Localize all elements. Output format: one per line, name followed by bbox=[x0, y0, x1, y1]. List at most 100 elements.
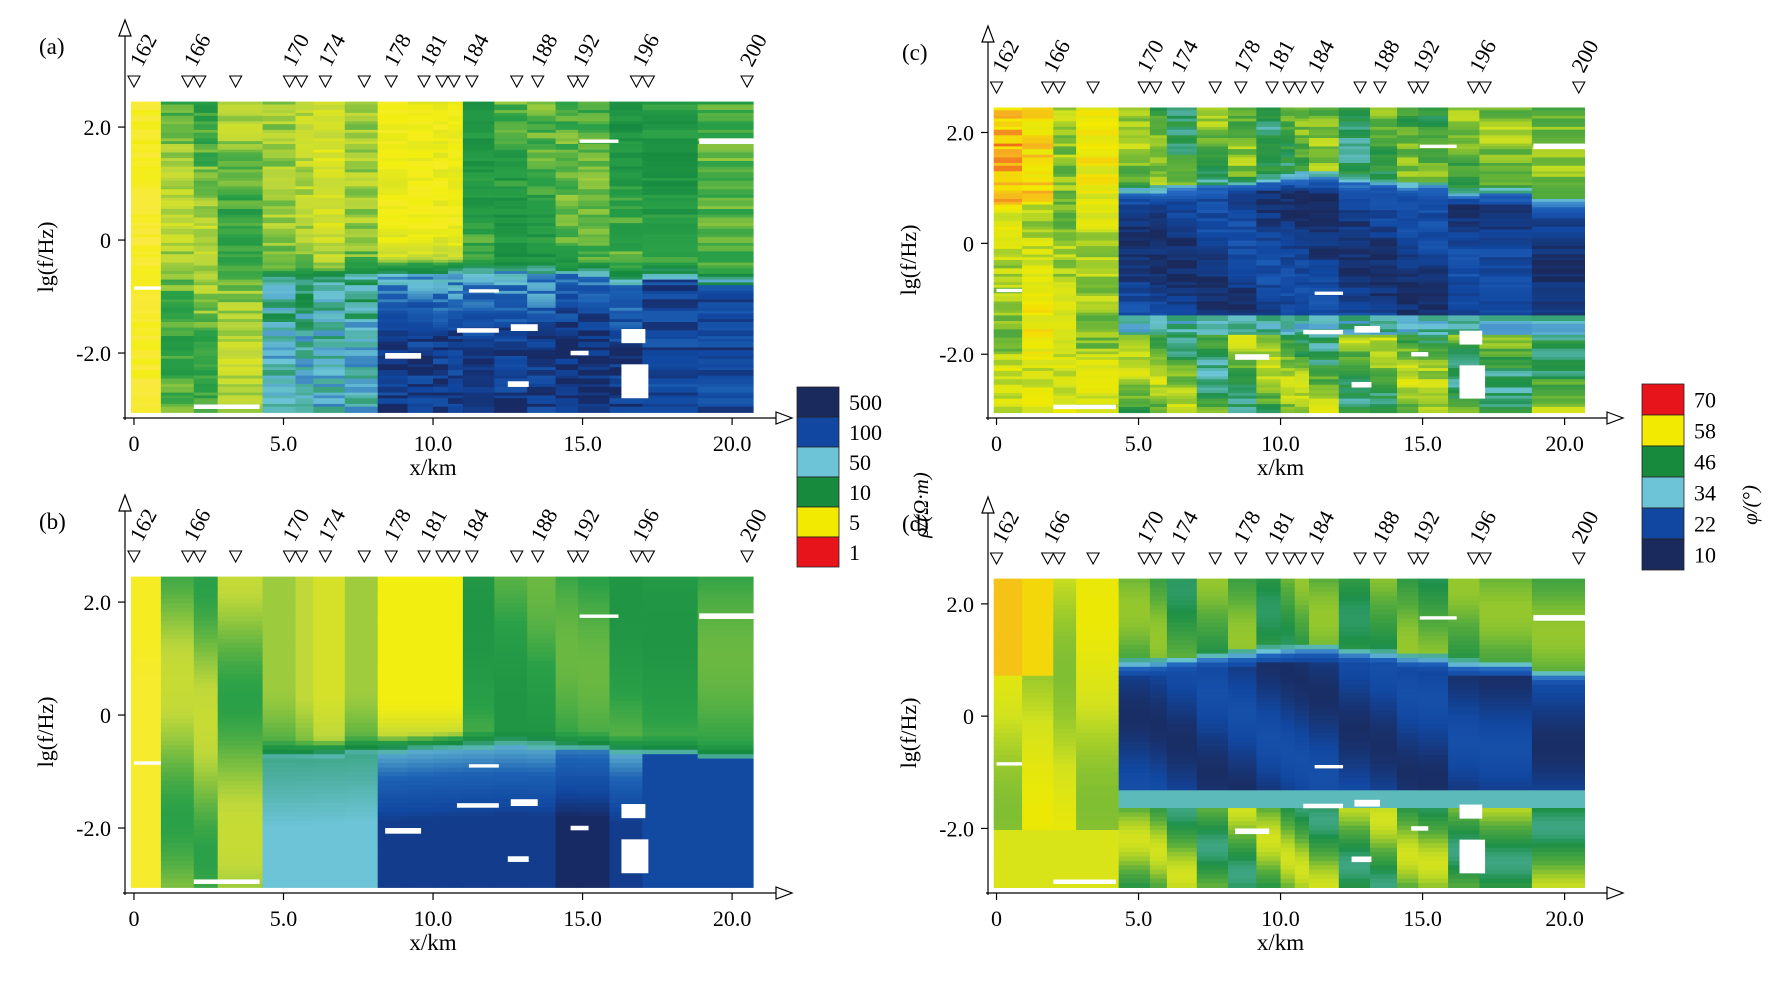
heatmap-cell bbox=[1196, 212, 1229, 217]
heatmap-cell bbox=[1228, 229, 1257, 233]
heatmap-cell bbox=[1294, 240, 1310, 244]
heatmap-cell bbox=[262, 590, 297, 595]
heatmap-cell bbox=[407, 228, 434, 233]
heatmap-cell bbox=[217, 882, 264, 888]
heatmap-cell bbox=[494, 820, 528, 826]
heatmap-cell bbox=[1076, 115, 1120, 120]
station-label: 181 bbox=[414, 29, 452, 70]
heatmap-cell bbox=[1118, 174, 1151, 178]
heatmap-cell bbox=[448, 234, 464, 238]
heatmap-cell bbox=[313, 874, 346, 879]
heatmap-cell bbox=[609, 629, 643, 635]
heatmap-cell bbox=[160, 409, 195, 413]
heatmap-cell bbox=[1053, 265, 1077, 269]
heatmap-cell bbox=[462, 169, 495, 173]
heatmap-cell bbox=[555, 692, 579, 698]
heatmap-cell bbox=[433, 197, 449, 202]
heatmap-cell bbox=[217, 259, 264, 264]
heatmap-cell bbox=[1022, 384, 1054, 389]
heatmap-cell bbox=[1196, 143, 1229, 147]
heatmap-cell bbox=[313, 820, 346, 826]
heatmap-cell bbox=[494, 144, 528, 148]
heatmap-cell bbox=[1228, 215, 1257, 219]
heatmap-cell bbox=[642, 585, 699, 591]
heatmap-cell bbox=[462, 209, 495, 213]
heatmap-cell bbox=[697, 124, 754, 128]
heatmap-cell bbox=[642, 146, 699, 151]
heatmap-cell bbox=[193, 364, 219, 368]
heatmap-cell bbox=[193, 678, 219, 684]
heatmap-cell bbox=[1280, 160, 1296, 164]
heatmap-cell bbox=[377, 785, 409, 791]
heatmap-cell bbox=[1118, 207, 1151, 211]
heatmap-cell bbox=[1196, 304, 1229, 308]
heatmap-cell bbox=[377, 771, 409, 777]
heatmap-cell bbox=[555, 669, 579, 675]
heatmap-cell bbox=[1022, 370, 1054, 375]
heatmap-cell bbox=[193, 183, 219, 187]
heatmap-cell bbox=[193, 625, 219, 631]
heatmap-cell bbox=[160, 683, 195, 689]
heatmap-cell bbox=[131, 625, 162, 631]
heatmap-cell bbox=[609, 192, 643, 196]
heatmap-cell bbox=[193, 209, 219, 213]
heatmap-cell bbox=[609, 107, 643, 111]
heatmap-cell bbox=[578, 175, 611, 179]
heatmap-cell bbox=[160, 327, 195, 331]
heatmap-cell bbox=[131, 634, 162, 640]
heatmap-cell bbox=[1256, 273, 1282, 278]
heatmap-cell bbox=[494, 869, 528, 875]
heatmap-cell bbox=[433, 254, 449, 258]
heatmap-cell bbox=[313, 138, 346, 142]
heatmap-cell bbox=[1118, 315, 1151, 319]
heatmap-cell bbox=[262, 350, 297, 354]
heatmap-cell bbox=[131, 293, 162, 298]
heatmap-cell bbox=[160, 763, 195, 769]
heatmap-cell bbox=[344, 149, 379, 154]
heatmap-cell bbox=[407, 865, 434, 871]
heatmap-cell bbox=[993, 118, 1023, 122]
heatmap-cell bbox=[1076, 182, 1120, 186]
heatmap-cell bbox=[527, 634, 557, 640]
station-marker bbox=[127, 550, 141, 564]
heatmap-cell bbox=[193, 273, 219, 278]
station-label: 192 bbox=[567, 504, 605, 545]
heatmap-cell bbox=[433, 141, 449, 145]
heatmap-cell bbox=[193, 177, 219, 182]
heatmap-cell bbox=[344, 186, 379, 190]
heatmap-cell bbox=[131, 585, 162, 591]
heatmap-cell bbox=[494, 279, 528, 283]
heatmap-cell bbox=[448, 115, 464, 120]
heatmap-cell bbox=[1228, 351, 1257, 355]
heatmap-cell bbox=[193, 319, 219, 323]
heatmap-cell bbox=[313, 665, 346, 671]
heatmap-cell bbox=[262, 754, 297, 760]
heatmap-cell bbox=[1294, 207, 1310, 211]
heatmap-cell bbox=[993, 179, 1023, 183]
heatmap-cell bbox=[609, 158, 643, 162]
heatmap-cell bbox=[555, 186, 579, 190]
heatmap-cell bbox=[1076, 298, 1120, 303]
heatmap-cell bbox=[131, 101, 162, 105]
heatmap-cell bbox=[642, 665, 699, 671]
heatmap-cell bbox=[642, 355, 699, 360]
heatmap-cell bbox=[1118, 176, 1151, 181]
heatmap-cell bbox=[1196, 382, 1229, 386]
heatmap-cell bbox=[1076, 113, 1120, 117]
heatmap-cell bbox=[1166, 351, 1198, 355]
heatmap-cell bbox=[193, 638, 219, 644]
heatmap-cell bbox=[1280, 359, 1296, 364]
heatmap-cell bbox=[131, 789, 162, 795]
heatmap-cell bbox=[313, 714, 346, 720]
heatmap-cell bbox=[578, 386, 611, 391]
heatmap-cell bbox=[609, 271, 643, 275]
heatmap-cell bbox=[377, 612, 409, 618]
heatmap-cell bbox=[160, 254, 195, 258]
heatmap-cell bbox=[1022, 390, 1054, 394]
heatmap-cell bbox=[262, 316, 297, 320]
heatmap-cell bbox=[527, 612, 557, 618]
heatmap-cell bbox=[344, 158, 379, 162]
heatmap-cell bbox=[642, 220, 699, 224]
heatmap-cell bbox=[642, 865, 699, 871]
heatmap-cell bbox=[160, 829, 195, 835]
